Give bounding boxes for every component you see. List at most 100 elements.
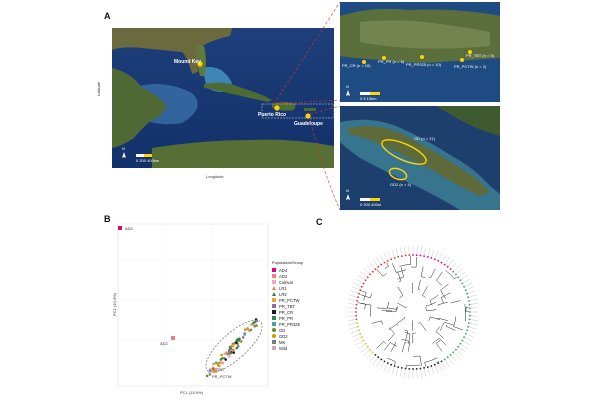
tree-tip-tick — [409, 370, 410, 378]
tree-tip — [405, 368, 407, 370]
pr-site-pctw: PR_PCTW (n = 2) — [454, 64, 487, 69]
tree-tip — [469, 315, 471, 317]
tree-tip — [372, 271, 374, 273]
tree-tip — [390, 258, 392, 260]
main-map: Mound Key Puerto Rico Guadeloupe N 0 200… — [112, 28, 334, 168]
tree-tip-tick — [442, 362, 446, 369]
pca-legend-label: PR_TBT — [279, 304, 295, 309]
tree-tip-tick — [461, 275, 468, 280]
pca-legend-label: GD2 — [279, 334, 288, 339]
tree-branch — [397, 317, 405, 324]
tree-tip — [444, 359, 446, 361]
pca-label-pr-pctw: PR_PCTW — [212, 374, 232, 379]
tree-tip-tick — [471, 320, 479, 321]
panel-c-letter: C — [316, 217, 323, 227]
tree-tip — [408, 368, 410, 370]
tree-tip-tick — [352, 334, 359, 337]
pca-point — [228, 355, 231, 358]
tree-tip-tick — [392, 250, 395, 258]
main-map-xlabel: Longitude — [206, 174, 224, 179]
tree-tip-tick — [417, 370, 418, 378]
tree-tip-tick — [432, 367, 435, 375]
tree-tip — [450, 268, 452, 270]
pca-legend-marker — [272, 298, 276, 302]
tree-tip-tick — [396, 368, 398, 376]
tree-tip — [469, 311, 471, 313]
tree-branch — [440, 322, 454, 330]
tree-branch — [398, 272, 402, 282]
pca-legend-label: Wild — [279, 346, 287, 351]
tree-tip-tick — [376, 360, 381, 367]
main-map-canvas: Mound Key Puerto Rico Guadeloupe N 0 200… — [112, 28, 334, 168]
tree-tip — [394, 365, 396, 367]
tree-tip-tick — [361, 272, 367, 277]
tree-tip — [355, 311, 357, 313]
tree-tip — [356, 322, 358, 324]
pca-point — [230, 352, 233, 355]
tree-tip — [357, 296, 359, 298]
tree-tip-tick — [384, 364, 388, 371]
pr-site-pr325: PR_PR325 (n = 10) — [406, 62, 442, 67]
tree-branch — [361, 304, 371, 317]
tree-branch — [432, 338, 446, 345]
pca-point — [228, 349, 231, 352]
tree-tip-tick — [366, 265, 372, 271]
pr-scale-label: 0 5 10km — [360, 96, 377, 101]
tree-tip-tick — [376, 257, 381, 264]
pca-point — [232, 344, 235, 347]
pr-north-label: N — [346, 84, 349, 89]
tree-branch — [377, 341, 387, 348]
tree-tip-tick — [370, 262, 375, 268]
tree-branch — [377, 269, 387, 276]
tree-tip — [369, 274, 371, 276]
tree-tip-tick — [465, 338, 472, 342]
tree-tip-tick — [356, 341, 363, 345]
tree-tip — [377, 356, 379, 358]
tree-branch — [404, 330, 408, 341]
tree-tip — [356, 319, 358, 321]
tree-tip — [469, 307, 471, 309]
pca-point — [231, 349, 234, 352]
gd2-site-label: GD2 (n = 4) — [390, 182, 412, 187]
tree-tip — [384, 262, 386, 264]
tree-tip-tick — [457, 350, 463, 355]
pr-site-tbt: PR_TBT (n = 5) — [466, 53, 495, 58]
tree-branch — [387, 306, 398, 309]
tree-tip-tick — [471, 303, 479, 304]
tree-tip — [401, 367, 403, 369]
pca-point — [243, 332, 246, 335]
tree-branch — [426, 307, 437, 311]
label-puerto-rico: Puerto Rico — [258, 112, 286, 118]
pca-legend-marker — [272, 316, 276, 320]
pca-point-ad2 — [171, 336, 175, 340]
tree-tip-tick — [428, 368, 430, 376]
tree-tip-tick — [348, 323, 356, 325]
tree-tip-tick — [380, 255, 384, 262]
tree-tip-tick — [370, 356, 375, 362]
tree-branch — [430, 295, 438, 305]
pca-legend-label: AD2 — [279, 274, 287, 279]
tree-tip — [447, 266, 449, 268]
tree-tip — [416, 254, 418, 256]
tree-tip — [384, 361, 386, 363]
tree-tip — [423, 255, 425, 257]
pr-inset-canvas: PR_CR (n = 15) PR_PR (n = 6) PR_PR325 (n… — [340, 2, 500, 102]
pca-point — [225, 351, 228, 354]
tree-tip-tick — [354, 338, 361, 342]
tree-tip-tick — [467, 287, 474, 290]
tree-tip — [457, 276, 459, 278]
tree-tip-tick — [351, 331, 359, 334]
tree-tip-tick — [463, 341, 470, 345]
tree-tip-tick — [421, 370, 422, 378]
pca-legend-marker — [272, 292, 276, 296]
tree-tip — [452, 351, 454, 353]
tree-tip — [359, 289, 361, 291]
tree-tip-tick — [469, 295, 477, 297]
tree-tip — [363, 340, 365, 342]
tree-panel — [326, 222, 500, 398]
tree-tip — [469, 304, 471, 306]
tree-tip-tick — [448, 358, 453, 364]
tree-tip — [416, 368, 418, 370]
tree-branch — [382, 310, 392, 311]
tree-tip — [365, 343, 367, 345]
